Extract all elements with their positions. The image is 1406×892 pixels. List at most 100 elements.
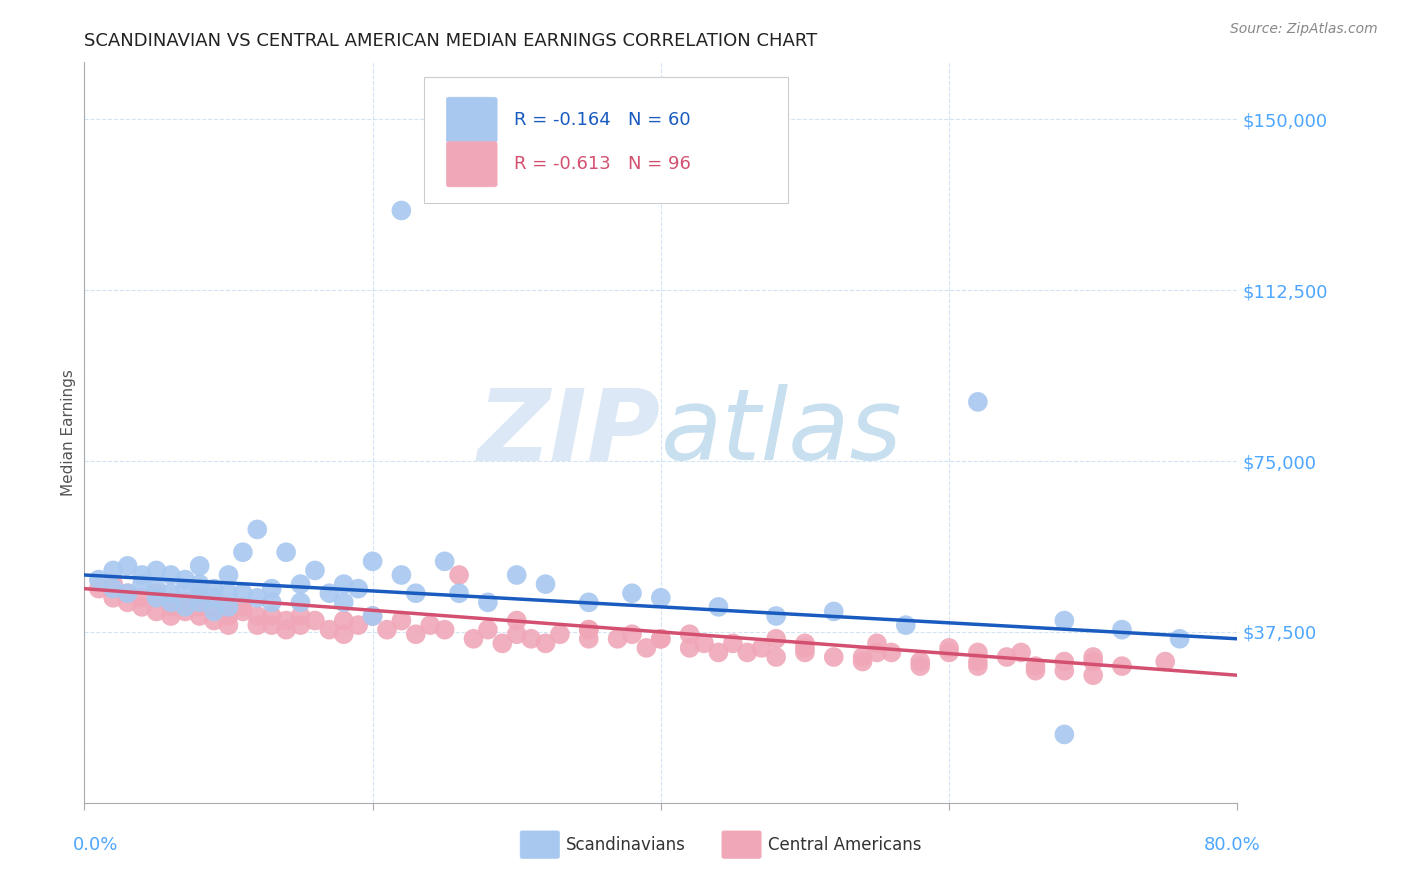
Point bbox=[218, 618, 240, 632]
Point bbox=[276, 545, 298, 559]
Point bbox=[304, 614, 326, 628]
Point bbox=[174, 604, 197, 618]
Point bbox=[103, 591, 124, 605]
Point bbox=[218, 568, 240, 582]
Point bbox=[218, 609, 240, 624]
Point bbox=[419, 618, 441, 632]
Point bbox=[202, 591, 225, 605]
Point bbox=[246, 591, 269, 605]
Point bbox=[463, 632, 485, 646]
Point bbox=[1053, 614, 1076, 628]
Point bbox=[679, 627, 702, 641]
Point bbox=[707, 599, 730, 614]
Point bbox=[1083, 655, 1105, 669]
Point bbox=[1083, 668, 1105, 682]
Point bbox=[361, 609, 384, 624]
Point bbox=[866, 645, 889, 659]
Point bbox=[160, 586, 183, 600]
Point bbox=[103, 582, 124, 596]
Point bbox=[202, 582, 225, 596]
Point bbox=[160, 599, 183, 614]
Point bbox=[333, 614, 356, 628]
Point bbox=[823, 650, 845, 665]
Text: Source: ZipAtlas.com: Source: ZipAtlas.com bbox=[1230, 22, 1378, 37]
Point bbox=[765, 650, 787, 665]
Point bbox=[967, 655, 990, 669]
Point bbox=[880, 645, 903, 659]
Point bbox=[606, 632, 628, 646]
Point bbox=[1154, 655, 1177, 669]
Point bbox=[131, 568, 153, 582]
Point bbox=[290, 595, 312, 609]
Point bbox=[751, 640, 773, 655]
Point bbox=[866, 636, 889, 650]
Point bbox=[87, 582, 110, 596]
Point bbox=[995, 650, 1018, 665]
Point bbox=[449, 568, 471, 582]
Point bbox=[1053, 727, 1076, 741]
Point bbox=[290, 609, 312, 624]
Point bbox=[491, 636, 513, 650]
Point bbox=[276, 614, 298, 628]
Point bbox=[361, 554, 384, 568]
Point bbox=[650, 632, 672, 646]
Point bbox=[794, 636, 817, 650]
Point bbox=[188, 586, 211, 600]
Point bbox=[218, 586, 240, 600]
Point bbox=[145, 564, 167, 578]
Point bbox=[1111, 623, 1133, 637]
Point bbox=[117, 586, 139, 600]
Point bbox=[534, 577, 557, 591]
Point bbox=[304, 564, 326, 578]
Point bbox=[160, 595, 183, 609]
Point bbox=[548, 627, 571, 641]
Point bbox=[260, 609, 283, 624]
Point bbox=[131, 591, 153, 605]
Point bbox=[333, 595, 356, 609]
Point bbox=[131, 599, 153, 614]
Point bbox=[260, 618, 283, 632]
Point bbox=[232, 599, 254, 614]
Point bbox=[232, 545, 254, 559]
Point bbox=[1053, 664, 1076, 678]
Point bbox=[117, 586, 139, 600]
Point bbox=[534, 636, 557, 650]
Point bbox=[578, 595, 600, 609]
Point bbox=[506, 627, 529, 641]
Point bbox=[188, 595, 211, 609]
Point bbox=[477, 623, 499, 637]
Point bbox=[1111, 659, 1133, 673]
FancyBboxPatch shape bbox=[520, 831, 560, 858]
Point bbox=[433, 623, 456, 637]
Point bbox=[290, 577, 312, 591]
Point bbox=[852, 655, 875, 669]
Point bbox=[260, 582, 283, 596]
Point bbox=[823, 604, 845, 618]
Point bbox=[1025, 659, 1047, 673]
Point bbox=[202, 604, 225, 618]
Text: Central Americans: Central Americans bbox=[768, 836, 921, 854]
Point bbox=[1053, 655, 1076, 669]
Text: Scandinavians: Scandinavians bbox=[567, 836, 686, 854]
Y-axis label: Median Earnings: Median Earnings bbox=[60, 369, 76, 496]
Point bbox=[910, 655, 932, 669]
Point bbox=[246, 609, 269, 624]
Text: atlas: atlas bbox=[661, 384, 903, 481]
Point bbox=[938, 645, 960, 659]
Point bbox=[737, 645, 759, 659]
Point bbox=[202, 599, 225, 614]
Point bbox=[333, 577, 356, 591]
Point bbox=[232, 586, 254, 600]
Point bbox=[693, 636, 716, 650]
Point bbox=[145, 591, 167, 605]
Point bbox=[391, 568, 413, 582]
Point bbox=[967, 395, 990, 409]
Point bbox=[347, 618, 370, 632]
Point bbox=[707, 645, 730, 659]
Point bbox=[578, 623, 600, 637]
Point bbox=[160, 568, 183, 582]
Point bbox=[967, 659, 990, 673]
Point bbox=[910, 659, 932, 673]
Point bbox=[938, 640, 960, 655]
Point bbox=[87, 573, 110, 587]
